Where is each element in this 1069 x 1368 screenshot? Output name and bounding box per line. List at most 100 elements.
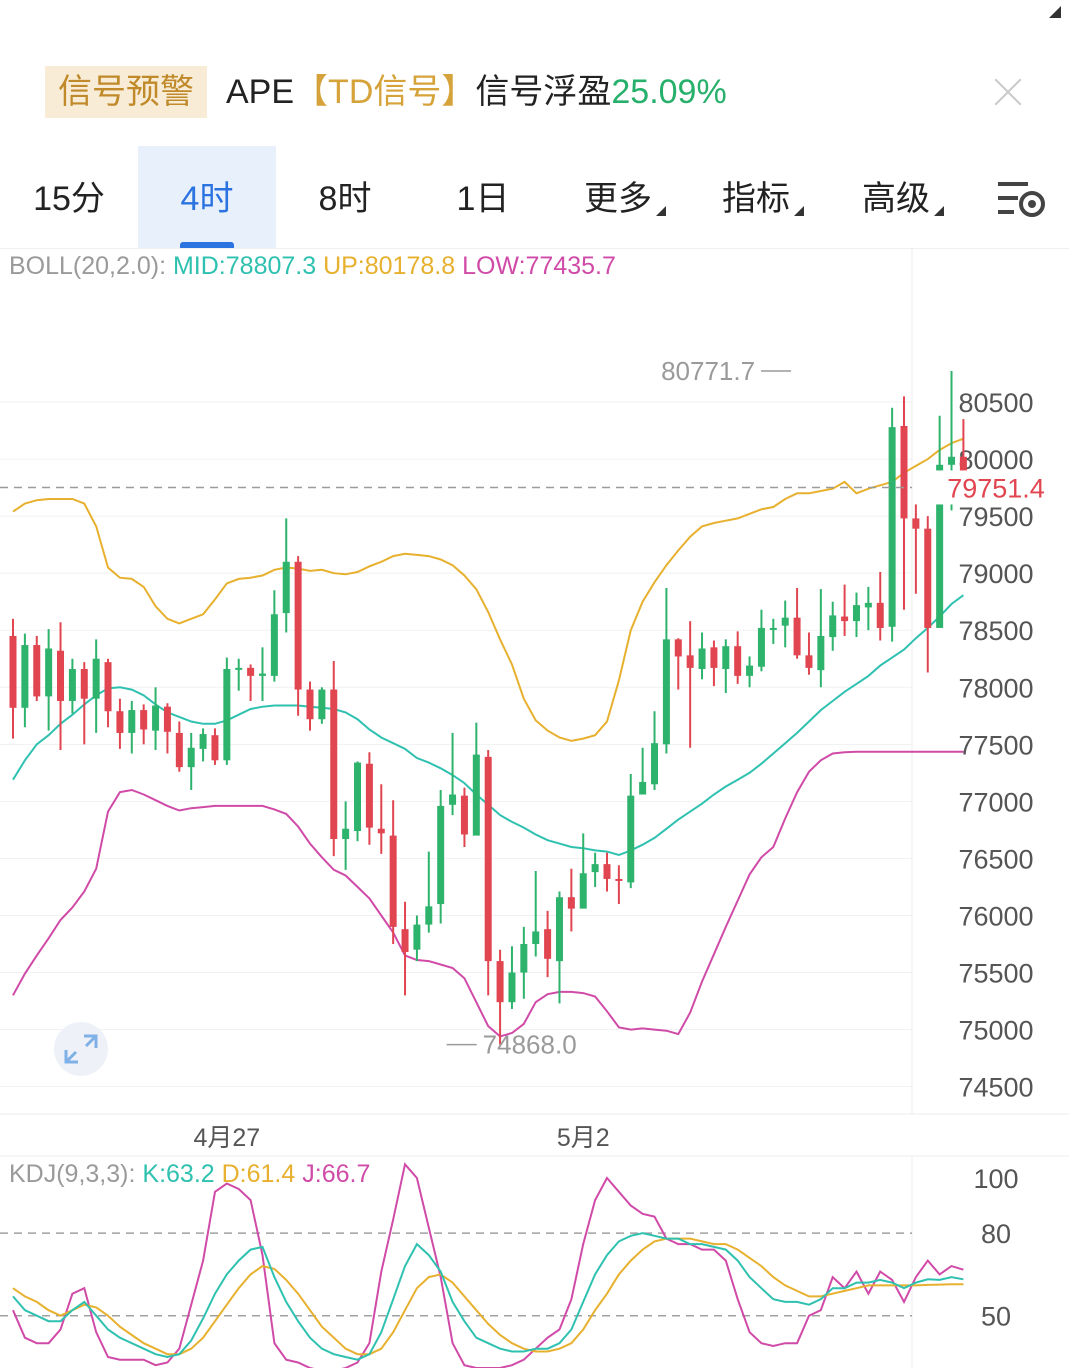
candle-body — [698, 648, 706, 670]
tab-indicators[interactable]: 指标 — [698, 146, 828, 248]
candle-body — [437, 805, 445, 905]
candle-body — [21, 645, 29, 708]
last-price-label-bg — [914, 470, 1069, 505]
candle-body — [92, 658, 100, 699]
candle-body — [817, 635, 825, 671]
price-chart[interactable]: 80500 80000 79500 79000 78500 78000 77500 77000… — [0, 248, 1069, 1368]
expand-icon[interactable] — [54, 1022, 108, 1076]
candle-body — [33, 645, 41, 697]
candle-body — [829, 615, 837, 638]
candle-body — [247, 667, 255, 676]
dropdown-triangle-icon — [794, 206, 804, 216]
candle-body — [223, 669, 231, 761]
candle-body — [175, 732, 183, 768]
tab-label: 4时 — [180, 180, 234, 218]
candle-body — [472, 754, 480, 836]
candle-body — [579, 873, 587, 909]
candle-body — [235, 667, 243, 670]
candle-body — [793, 617, 801, 656]
tab-advanced[interactable]: 高级 — [838, 146, 968, 248]
tab-label: 8时 — [318, 180, 372, 218]
candle-body — [318, 689, 326, 720]
candle-body — [615, 878, 623, 881]
candle-body — [211, 735, 219, 761]
candle-body — [104, 662, 112, 712]
candle-body — [734, 646, 742, 676]
candle-body — [152, 705, 160, 731]
candle-body — [781, 617, 789, 626]
candle-body — [924, 528, 932, 628]
candle-body — [354, 762, 362, 832]
price-tick-label: 77500 — [958, 730, 1033, 760]
candle-body — [746, 665, 754, 676]
tab-15m[interactable]: 15分 — [0, 146, 138, 248]
candle-body — [258, 673, 266, 676]
alert-profit: 25.09% — [611, 73, 727, 111]
candle-body — [128, 710, 136, 733]
candle-body — [413, 924, 421, 950]
last-price-label: 79751.4 — [947, 473, 1045, 503]
expand-arrows-icon — [64, 1034, 98, 1064]
top-strip — [0, 0, 1069, 30]
active-tab-indicator — [180, 242, 234, 248]
candle-body — [651, 743, 659, 785]
kdj-k-line — [12, 1232, 964, 1361]
price-tick-label: 75000 — [958, 1016, 1033, 1046]
alert-badge: 信号预警 — [45, 66, 207, 118]
candle-body — [80, 669, 88, 699]
candle-body — [496, 961, 504, 1003]
candle-body — [722, 646, 730, 670]
kdj-tick-label: 80 — [981, 1219, 1011, 1249]
candle-body — [544, 929, 552, 959]
alert-text: APE【TD信号】信号浮盈25.09% — [226, 66, 727, 118]
boll-mid: MID:78807.3 — [172, 252, 317, 280]
boll-low: LOW:77435.7 — [462, 252, 616, 280]
candle-body — [520, 943, 528, 973]
candle-body — [852, 605, 860, 622]
tab-label: 高级 — [862, 180, 930, 218]
candle-body — [912, 518, 920, 529]
tab-label: 更多 — [584, 180, 652, 218]
signal-alert-bar[interactable]: 信号预警 APE【TD信号】信号浮盈25.09% — [0, 60, 1069, 130]
tab-1d[interactable]: 1日 — [414, 146, 552, 248]
candle-body — [484, 756, 492, 962]
dropdown-triangle-icon — [656, 206, 666, 216]
tab-8h[interactable]: 8时 — [276, 146, 414, 248]
candle-body — [888, 427, 896, 627]
candle-body — [555, 897, 563, 962]
price-tick-label: 75500 — [958, 959, 1033, 989]
price-tick-label: 74500 — [958, 1073, 1033, 1103]
candle-body — [532, 931, 540, 944]
candle-body — [342, 828, 350, 840]
tab-more[interactable]: 更多 — [560, 146, 690, 248]
candle-body — [401, 929, 409, 952]
candle-body — [389, 835, 397, 927]
candle-body — [187, 747, 195, 768]
price-tick-label: 78000 — [958, 673, 1033, 703]
candle-body — [841, 616, 849, 622]
candle-body — [68, 669, 76, 701]
kdj-d-line — [12, 1237, 964, 1356]
candle-body — [900, 425, 908, 519]
x-axis-date-label: 5月2 — [557, 1124, 610, 1152]
candle-body — [674, 639, 682, 657]
kdj-k: K:63.2 — [142, 1160, 215, 1188]
boll-legend: BOLL(20,2.0): MID:78807.3 UP:80178.8 LOW… — [9, 252, 616, 281]
price-tick-label: 78500 — [958, 616, 1033, 646]
timeframe-tabs: 15分 4时 8时 1日 更多 指标 高级 — [0, 146, 1069, 249]
close-icon[interactable] — [990, 74, 1026, 110]
candle-body — [757, 627, 765, 667]
kdj-name: KDJ(9,3,3): — [9, 1160, 136, 1188]
dropdown-triangle-icon — [934, 206, 944, 216]
candle-body — [460, 795, 468, 835]
tab-4h[interactable]: 4时 — [138, 146, 276, 248]
alert-signal: 【TD信号】 — [294, 73, 476, 111]
alert-message: 信号浮盈 — [475, 73, 612, 111]
chart-settings-icon[interactable] — [996, 178, 1048, 222]
candle-body — [567, 897, 575, 909]
candle-body — [199, 734, 207, 749]
boll-up: UP:80178.8 — [323, 252, 456, 280]
candle-body — [270, 614, 278, 676]
candle-body — [425, 906, 433, 925]
candle-body — [57, 650, 65, 701]
